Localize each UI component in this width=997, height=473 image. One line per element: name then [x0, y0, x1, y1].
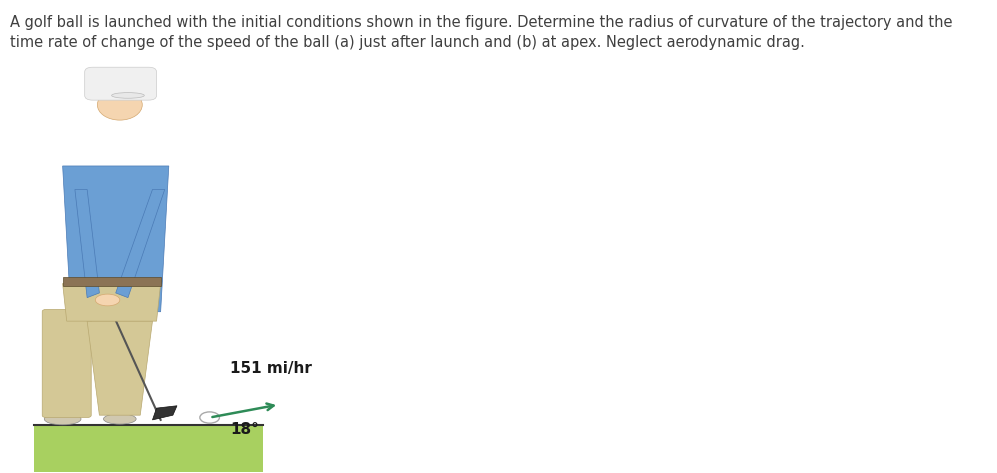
Text: 151 mi/hr: 151 mi/hr [230, 361, 312, 377]
Polygon shape [116, 190, 165, 298]
Ellipse shape [112, 93, 145, 98]
Ellipse shape [104, 414, 137, 424]
Text: A golf ball is launched with the initial conditions shown in the figure. Determi: A golf ball is launched with the initial… [10, 16, 952, 50]
Bar [63, 277, 161, 286]
Ellipse shape [96, 294, 120, 306]
FancyBboxPatch shape [42, 309, 91, 418]
Polygon shape [63, 166, 168, 312]
Ellipse shape [98, 89, 143, 120]
Polygon shape [87, 321, 153, 415]
Polygon shape [75, 190, 100, 298]
Ellipse shape [94, 77, 147, 96]
Text: 18°: 18° [230, 422, 259, 437]
Polygon shape [153, 406, 177, 420]
FancyBboxPatch shape [85, 67, 157, 100]
Circle shape [199, 412, 219, 423]
Bar [34, 425, 263, 472]
Polygon shape [63, 283, 161, 321]
Ellipse shape [44, 413, 81, 425]
